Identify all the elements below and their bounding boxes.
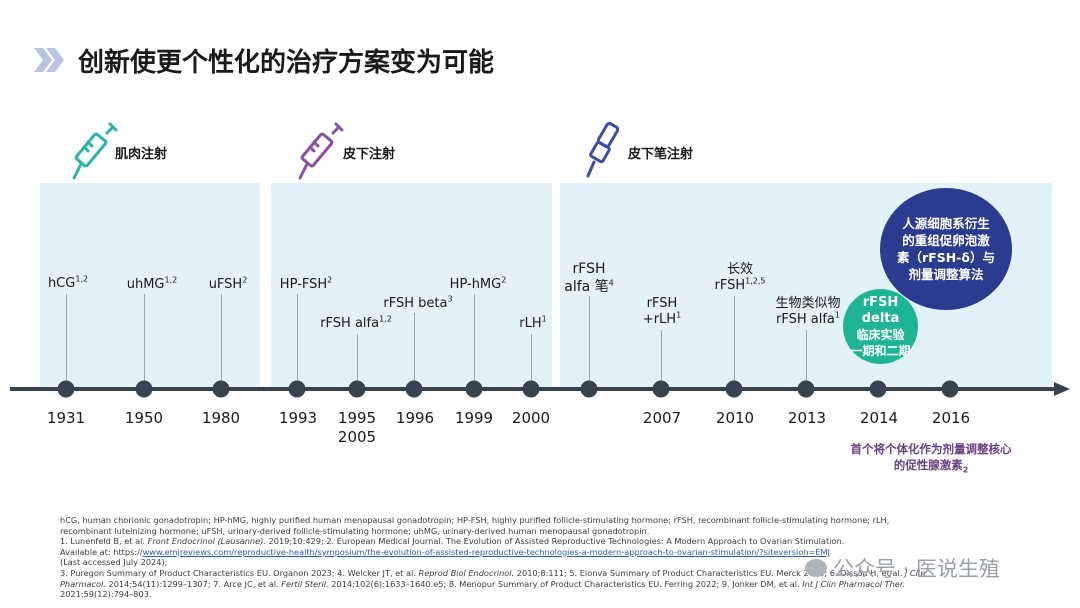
year-label: 2013 <box>787 409 827 427</box>
timeline-dot <box>652 380 670 398</box>
milestone-label: 生物类似物 rFSH alfa1 <box>775 296 841 327</box>
milestone-label: HP-hMG2 <box>449 275 507 292</box>
stem <box>144 294 145 389</box>
timeline-dot <box>869 380 887 398</box>
syringe-icon <box>72 122 118 180</box>
timeline-dot <box>212 380 230 398</box>
watermark: 公众号 · 医说生殖 <box>805 553 1000 583</box>
rfsh-delta-approval-badge: 人源细胞系衍生 的重组促卵泡激 素（rFSH-δ）与 剂量调整算法 <box>880 188 1012 310</box>
year-label: 2000 <box>511 409 551 427</box>
timeline-dot <box>465 380 483 398</box>
timeline-dot <box>580 380 598 398</box>
stem <box>661 330 662 389</box>
stem <box>806 330 807 389</box>
year-label: 1999 <box>454 409 494 427</box>
year-label: 2007 <box>642 409 682 427</box>
milestone-label: rFSH beta3 <box>383 294 453 311</box>
reference-link[interactable]: www.emjreviews.com/reproductive-health/s… <box>142 546 830 557</box>
rfsh-delta-trial-badge: rFSH delta 临床实验 一期和二期 <box>843 289 918 364</box>
double-chevron-icon <box>34 48 64 72</box>
timeline-dot <box>522 380 540 398</box>
stem <box>66 294 67 389</box>
wechat-icon <box>805 559 827 577</box>
syringe-icon <box>298 122 344 180</box>
milestone-label: uFSH2 <box>208 275 248 292</box>
milestone-label: HP-FSH2 <box>279 275 333 292</box>
milestone-label: rFSH alfa 笔4 <box>564 261 614 295</box>
stem <box>589 296 590 389</box>
stem <box>474 294 475 389</box>
year-label: 1996 <box>395 409 435 427</box>
year-label: 1950 <box>124 409 164 427</box>
timeline-dot <box>941 380 959 398</box>
stem <box>414 313 415 389</box>
timeline-dot <box>348 380 366 398</box>
year-label: 1931 <box>46 409 86 427</box>
stem <box>357 334 358 389</box>
year-label: 2014 <box>859 409 899 427</box>
panel-subcutaneous <box>271 183 552 388</box>
year-label: 1993 <box>278 409 318 427</box>
year-label: 1995 2005 <box>337 409 377 446</box>
stem <box>734 296 735 389</box>
milestone-label: rLH1 <box>519 314 547 331</box>
milestone-label: 长效 rFSH1,2,5 <box>714 262 766 293</box>
section-label-intramuscular: 肌肉注射 <box>115 147 168 162</box>
timeline-dot <box>57 380 75 398</box>
year-label: 1980 <box>201 409 241 427</box>
milestone-label: rFSH +rLH1 <box>642 296 682 327</box>
highlight-note: 首个将个体化作为剂量调整核心 的促性腺激素2 <box>850 442 1012 475</box>
timeline-dot <box>405 380 423 398</box>
footnotes: hCG, human chorionic gonadotropin; HP-hM… <box>60 515 926 600</box>
timeline-dot <box>288 380 306 398</box>
milestone-label: rFSH alfa1,2 <box>320 314 392 331</box>
stem <box>297 294 298 389</box>
year-label: 2016 <box>931 409 971 427</box>
section-label-subcutaneous: 皮下注射 <box>343 147 396 162</box>
milestone-label: uhMG1,2 <box>126 275 178 292</box>
timeline-dot <box>725 380 743 398</box>
section-label-pen: 皮下笔注射 <box>628 147 694 162</box>
milestone-label: hCG1,2 <box>47 274 89 291</box>
year-label: 2010 <box>715 409 755 427</box>
stem <box>221 294 222 389</box>
timeline-axis <box>10 382 1070 396</box>
injection-pen-icon <box>586 122 620 178</box>
stem <box>531 334 532 389</box>
timeline-dot <box>135 380 153 398</box>
timeline-dot <box>797 380 815 398</box>
page-title: 创新使更个性化的治疗方案变为可能 <box>78 48 495 78</box>
panel-intramuscular <box>40 183 260 388</box>
